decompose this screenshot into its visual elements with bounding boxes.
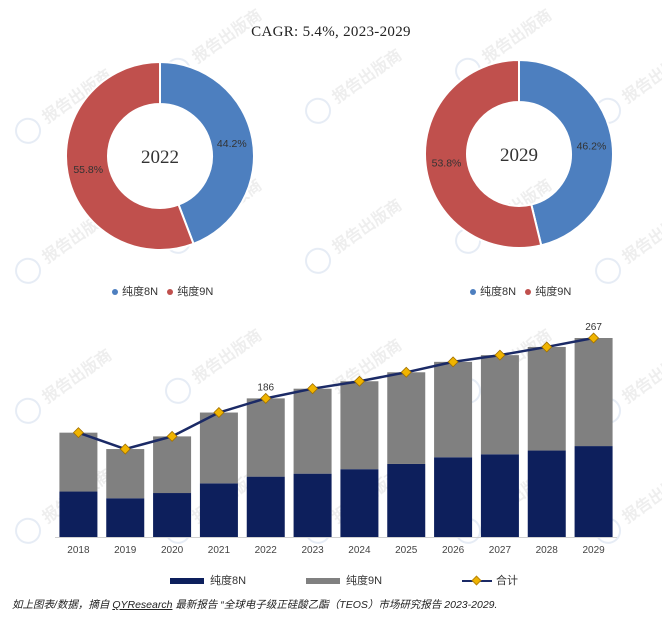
donut-slice-9n <box>424 58 543 249</box>
donut-2029: 46.2% 53.8% 2029 <box>424 58 614 249</box>
x-tick-label: 2022 <box>255 545 278 556</box>
total-marker <box>166 430 178 442</box>
legend-label-bar-9n: 纯度9N <box>346 575 383 587</box>
x-tick-label: 2023 <box>301 545 324 556</box>
bar-8n <box>153 493 192 537</box>
legend-line-total <box>462 576 492 586</box>
bar-8n <box>527 450 566 537</box>
bar-9n <box>574 338 613 447</box>
total-marker <box>119 443 131 455</box>
x-tick-label: 2021 <box>208 545 231 556</box>
donut-slice-label: 55.8% <box>73 164 103 176</box>
total-marker <box>541 341 553 353</box>
bar-9n <box>340 381 379 470</box>
donut-center-label: 2022 <box>141 147 179 168</box>
total-marker <box>588 332 600 344</box>
donut-center-label: 2029 <box>500 145 538 166</box>
legend-swatch-8n <box>112 289 118 296</box>
bar-9n <box>106 449 145 499</box>
donut-slice-8n <box>159 60 255 246</box>
total-marker <box>400 366 412 378</box>
total-marker <box>353 375 365 387</box>
donut-slice-label: 44.2% <box>217 138 247 150</box>
legend-swatch-9n <box>525 289 532 296</box>
total-marker <box>72 427 84 439</box>
x-tick-label: 2020 <box>161 545 184 556</box>
x-tick-label: 2029 <box>582 545 605 556</box>
legend-label-8n: 纯度8N <box>122 286 159 298</box>
legend-swatch-bar-8n <box>170 578 204 585</box>
bar-9n <box>153 436 192 494</box>
bar-9n <box>387 372 426 464</box>
x-tick-label: 2025 <box>395 545 418 556</box>
bar-8n <box>574 446 613 537</box>
legend-swatch-8n <box>470 289 476 296</box>
total-marker <box>447 356 459 368</box>
bar-8n <box>246 476 285 537</box>
legend-label-9n: 纯度9N <box>177 286 214 298</box>
data-label: 267 <box>585 322 602 333</box>
bar-8n <box>293 473 332 537</box>
bar-8n <box>59 491 98 537</box>
legend-label-total: 合计 <box>496 575 518 587</box>
bar-legend-9n: 纯度9N <box>306 572 382 588</box>
donut-slice-label: 53.8% <box>432 158 462 170</box>
bar-8n <box>199 483 238 537</box>
donut-2022: 44.2% 55.8% 2022 <box>65 60 255 251</box>
total-marker <box>307 383 319 395</box>
donut-legend-2029: 纯度8N 纯度9N <box>470 283 571 299</box>
bar-9n <box>527 346 566 451</box>
legend-label-bar-8n: 纯度8N <box>210 575 247 587</box>
source-brand: QYResearch <box>112 599 173 611</box>
total-marker <box>260 392 272 404</box>
donut-slice-label: 46.2% <box>577 140 607 152</box>
x-tick-label: 2027 <box>489 545 512 556</box>
donut-slice-8n <box>518 58 614 247</box>
chart-title: CAGR: 5.4%, 2023-2029 <box>251 24 411 40</box>
source-note: 如上图表/数据，摘自 QYResearch 最新报告 “全球电子级正硅酸乙酯（T… <box>12 597 497 612</box>
bar-legend-8n: 纯度8N <box>170 572 246 588</box>
legend-label-8n: 纯度8N <box>480 286 517 298</box>
bar-8n <box>480 454 519 537</box>
x-tick-label: 2018 <box>67 545 90 556</box>
bar-chart: 2018 2019 2020 2021 2022 2023 2024 2025 2026 2027… <box>55 322 617 556</box>
bar-9n <box>293 388 332 474</box>
source-prefix: 如上图表/数据，摘自 <box>12 599 113 611</box>
data-label: 186 <box>257 382 274 393</box>
bar-9n <box>199 412 238 484</box>
bar-8n <box>434 457 473 537</box>
total-marker <box>213 407 225 419</box>
x-tick-label: 2026 <box>442 545 465 556</box>
bar-9n <box>246 398 285 477</box>
bar-8n <box>106 498 145 537</box>
legend-label-9n: 纯度9N <box>535 286 572 298</box>
x-tick-label: 2028 <box>536 545 559 556</box>
bar-9n <box>480 355 519 455</box>
donut-legend-2022: 纯度8N 纯度9N <box>112 283 213 299</box>
total-marker <box>494 349 506 361</box>
x-tick-label: 2019 <box>114 545 137 556</box>
bar-9n <box>59 432 98 492</box>
donut-slice-9n <box>65 60 195 251</box>
bar-8n <box>340 469 379 537</box>
total-line <box>78 336 594 451</box>
source-suffix: 最新报告 “全球电子级正硅酸乙酯（TEOS）市场研究报告 2023-2029. <box>172 599 498 611</box>
bar-legend-total: 合计 <box>462 572 518 588</box>
legend-swatch-9n <box>167 289 174 296</box>
legend-swatch-bar-9n <box>306 578 340 585</box>
x-tick-label: 2024 <box>348 545 371 556</box>
bar-8n <box>387 463 426 537</box>
bar-9n <box>434 361 473 458</box>
